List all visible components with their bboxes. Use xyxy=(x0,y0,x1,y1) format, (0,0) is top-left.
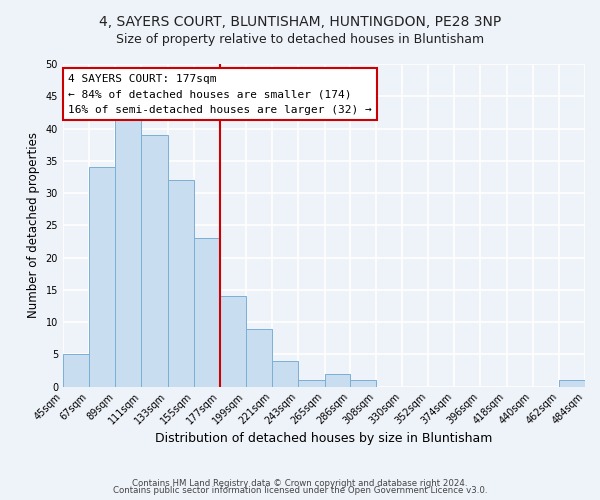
Bar xyxy=(63,354,89,386)
X-axis label: Distribution of detached houses by size in Bluntisham: Distribution of detached houses by size … xyxy=(155,432,493,445)
Text: Size of property relative to detached houses in Bluntisham: Size of property relative to detached ho… xyxy=(116,32,484,46)
Bar xyxy=(350,380,376,386)
Bar xyxy=(559,380,585,386)
Bar xyxy=(115,116,142,386)
Bar xyxy=(325,374,350,386)
Bar xyxy=(298,380,325,386)
Text: 4 SAYERS COURT: 177sqm
← 84% of detached houses are smaller (174)
16% of semi-de: 4 SAYERS COURT: 177sqm ← 84% of detached… xyxy=(68,74,372,115)
Text: Contains HM Land Registry data © Crown copyright and database right 2024.: Contains HM Land Registry data © Crown c… xyxy=(132,478,468,488)
Text: 4, SAYERS COURT, BLUNTISHAM, HUNTINGDON, PE28 3NP: 4, SAYERS COURT, BLUNTISHAM, HUNTINGDON,… xyxy=(99,15,501,29)
Text: Contains public sector information licensed under the Open Government Licence v3: Contains public sector information licen… xyxy=(113,486,487,495)
Bar xyxy=(142,135,167,386)
Bar xyxy=(246,328,272,386)
Bar xyxy=(220,296,246,386)
Y-axis label: Number of detached properties: Number of detached properties xyxy=(27,132,40,318)
Bar xyxy=(194,238,220,386)
Bar xyxy=(167,180,194,386)
Bar xyxy=(89,168,115,386)
Bar xyxy=(272,361,298,386)
